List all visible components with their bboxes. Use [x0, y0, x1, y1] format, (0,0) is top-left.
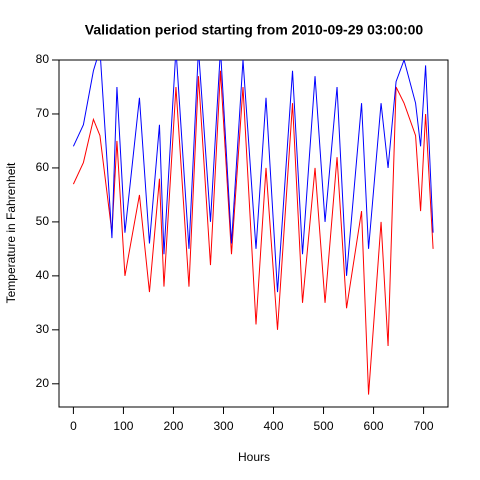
chart-title: Validation period starting from 2010-09-… — [85, 22, 424, 38]
x-axis-label: Hours — [238, 450, 270, 464]
x-tick-label: 100 — [113, 419, 133, 433]
y-tick-label: 30 — [36, 322, 50, 336]
y-tick-label: 70 — [36, 106, 50, 120]
series-line — [72, 60, 434, 293]
x-tick-label: 700 — [414, 419, 434, 433]
x-tick-label: 300 — [213, 419, 233, 433]
y-tick-label: 60 — [36, 160, 50, 174]
x-tick-label: 400 — [263, 419, 283, 433]
y-tick-label: 40 — [36, 268, 50, 282]
series-line — [72, 70, 434, 395]
y-tick-label: 80 — [36, 52, 50, 66]
y-tick-label: 50 — [36, 214, 50, 228]
y-tick-label: 20 — [36, 376, 50, 390]
x-tick-label: 200 — [163, 419, 183, 433]
x-tick-label: 0 — [70, 419, 77, 433]
plot-area — [72, 60, 434, 395]
x-tick-label: 500 — [314, 419, 334, 433]
plot-frame — [58, 59, 449, 408]
x-tick-label: 600 — [364, 419, 384, 433]
y-axis-label: Temperature in Fahrenheit — [4, 162, 18, 303]
